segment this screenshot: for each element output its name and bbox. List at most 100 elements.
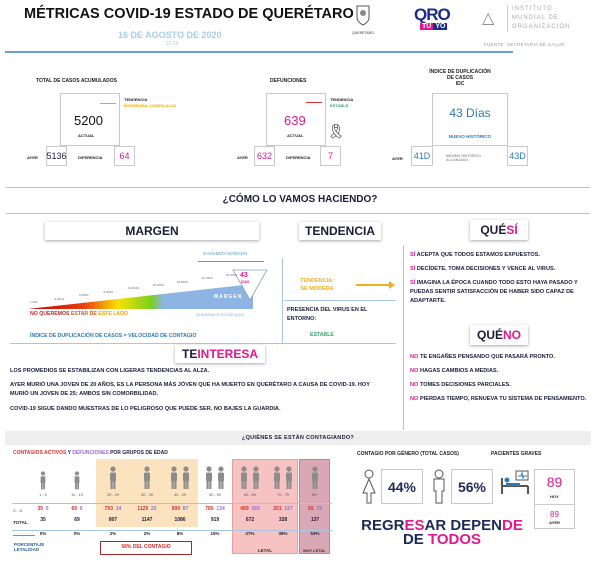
age-group-column: 40 - 49 999 87 1086 8% [163, 465, 197, 536]
couple-icon [233, 465, 267, 490]
row-total-label: TOTAL [13, 520, 28, 525]
table-line [12, 530, 332, 531]
margen-gradient-bar [28, 269, 268, 309]
report-time: 20:20 [166, 41, 179, 47]
margen-scale-label: 21 DÍAS [201, 276, 213, 281]
contagios-defunciones: 35 0 [37, 506, 49, 512]
contagios-defunciones: 793 14 [104, 506, 122, 512]
margen-scale-label: 30 DÍAS [226, 272, 238, 277]
total: 919 [210, 517, 220, 523]
margen-marker-triangle [232, 269, 268, 301]
tendencia-separator [284, 300, 396, 301]
hombres-pct: 56% [451, 469, 493, 504]
defunciones-tendencia: ESTABLE [330, 103, 349, 108]
margen-header: MARGEN [45, 222, 259, 240]
total: 328 [278, 517, 288, 523]
casos-label: TOTAL DE CASOS ACUMULADOS [36, 78, 117, 84]
age-label: 30 - 39 [141, 493, 153, 497]
margen-scale-label: 9 DÍAS [103, 289, 114, 294]
idc-value: 43 Días [449, 106, 491, 120]
age-label: 40 - 49 [174, 493, 186, 497]
casos-tendencia-label: TENDENCIA [124, 97, 148, 102]
row-cd-label: C - D [13, 508, 23, 513]
presencia-value: ESTABLE [310, 332, 334, 338]
letalidad-pct: 8% [176, 531, 184, 536]
couple-icon [198, 465, 232, 490]
casos-dif-label: DIFERENCIA [78, 155, 103, 160]
section-divider-bottom [6, 213, 590, 214]
age-group-column: 1 - 9 35 0 35 0% [26, 465, 60, 536]
idc-ayer-label: AYER [392, 156, 403, 161]
total: 35 [40, 517, 46, 523]
casos-ayer: 5136 [46, 146, 67, 166]
age-group-column: 70 - 79 201 127 328 39% [266, 465, 300, 536]
graves-ayer-label: AYER [549, 520, 560, 525]
letalidad-pct: 0% [73, 531, 81, 536]
age-label: 1 - 9 [39, 493, 47, 497]
idc-note: NUEVO HISTÓRICO [448, 134, 492, 139]
casos-ayer-label: AYER [27, 155, 38, 160]
slogan: REGRESAR DEPENDE DE TODOS [361, 517, 523, 548]
header-divider [5, 51, 513, 53]
casos-trend-arrow-icon [100, 103, 116, 104]
margen-marker-unit: DÍAS [241, 280, 250, 284]
total: 672 [245, 517, 255, 523]
que-si-item: SÍ ACEPTA QUE TODOS ESTAMOS EXPUESTOS. [410, 252, 541, 258]
casos-dif: 64 [114, 146, 135, 166]
age-group-column: 10 - 19 69 0 69 0% [60, 465, 94, 536]
age-label: 60 - 69 [244, 493, 256, 497]
margen-scale-label: 12 DÍAS [128, 286, 140, 291]
que-no-item: NO HAGAS CAMBIOS A MEDIAS. [410, 368, 499, 374]
section-title: ¿CÓMO LO VAMOS HACIENDO? [222, 194, 378, 205]
tendencia-arrow-head [389, 281, 395, 289]
contagios-defunciones: 1125 22 [137, 506, 157, 512]
tendencia-header: TENDENCIA [299, 222, 381, 240]
margen-scale-label: 15 DÍAS [152, 283, 164, 287]
defunciones-ayer: 632 [254, 146, 275, 166]
letal-label: LETAL [257, 548, 273, 553]
idc-ayer: 41D [411, 146, 433, 166]
margen-scale-label: 18 DÍAS [177, 279, 189, 284]
te-interesa-paragraph: LOS PROMEDIOS SE ESTABILIZAN CON LIGERAS… [10, 368, 210, 374]
margen-scale-label: 3 DÍAS [54, 296, 65, 301]
defunciones-value: 639 [284, 113, 306, 128]
total: 137 [310, 517, 320, 523]
contagio-note: 58% DEL CONTAGIO [100, 541, 192, 555]
age-label: 50 - 59 [209, 493, 221, 497]
source-note: FUENTE: SECRETARÍA DE SALUD. [484, 42, 567, 47]
te-interesa-header: TE INTERESA [175, 345, 265, 363]
letalidad-pct: 0% [39, 531, 47, 536]
casos-actual-label: ACTUAL [78, 133, 95, 138]
letalidad-pct: 2% [109, 531, 117, 536]
instituto-logo-icon: △ [482, 10, 495, 27]
elder-icon [298, 465, 332, 490]
margen-scale-label: 1 DÍA [30, 300, 38, 304]
age-label: 80+ [311, 493, 319, 497]
graves-hoy-label: HOY [550, 494, 559, 499]
idc-box [432, 93, 508, 146]
margen-bar-label: MARGEN [214, 294, 243, 300]
ganamos-margen-label: GANAMOS MARGEN [203, 251, 248, 256]
genero-title: CONTAGIO POR GÉNERO (TOTAL CASOS) [357, 451, 459, 457]
defunciones-actual-label: ACTUAL [287, 133, 304, 138]
casos-box [60, 93, 120, 146]
que-no-item: NO TOMES DECISIONES PARCIALES. [410, 382, 511, 388]
couple-icon [163, 465, 197, 490]
defunciones-tendencia-label: TENDENCIA [330, 97, 354, 102]
defunciones-ayer-label: AYER [237, 155, 248, 160]
total: 807 [108, 517, 118, 523]
graves-divider [534, 504, 575, 505]
age-group-column: 20 - 29 793 14 807 2% [96, 465, 130, 536]
total: 1147 [141, 517, 153, 523]
pct-label: PORCENTAJE LETALIDAD [14, 542, 45, 552]
page-title: MÉTRICAS COVID-19 ESTADO DE QUERÉTARO [24, 6, 354, 22]
que-no-item: NO PIERDAS TIEMPO, RENUEVA TU SISTEMA DE… [410, 396, 587, 402]
defunciones-trend-arrow-icon [306, 102, 322, 103]
casos-tendencia: MODERADA, LIGERA ALZA [124, 103, 177, 108]
mourning-ribbon-icon: 🎗 [327, 123, 345, 139]
que-si-list: SÍ ACEPTA QUE TODOS ESTAMOS EXPUESTOS. S… [410, 251, 592, 306]
age-group-column: 80+ 65 72 137 53% [298, 465, 332, 536]
queretaro-seal-logo: QUERÉTARO [348, 4, 378, 35]
table-line [12, 503, 332, 504]
mujeres-pct: 44% [381, 469, 423, 504]
